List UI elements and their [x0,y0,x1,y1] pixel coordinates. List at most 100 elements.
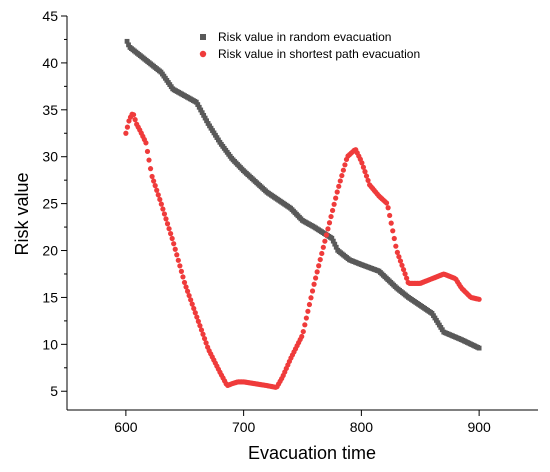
data-point [195,102,201,107]
data-point [387,212,393,219]
data-point [201,335,208,342]
y-tick-label: 25 [42,196,58,212]
data-point [186,292,192,299]
data-point [319,250,325,257]
data-point [146,157,152,163]
data-point [311,281,317,287]
series-random-evacuation [124,38,482,351]
x-tick-label: 700 [232,419,256,435]
data-point [316,263,322,269]
data-point [390,228,396,234]
data-point [180,274,186,280]
data-point [132,117,138,123]
data-point [394,249,400,255]
data-point [328,213,334,220]
legend-marker-shortest [199,50,207,58]
data-point [144,148,151,155]
data-point [333,195,339,201]
data-point [308,295,314,301]
data-point [154,187,160,193]
axes: 600 700 800 900 5 10 15 20 25 30 35 40 45 [42,8,538,435]
y-tick-label: 30 [42,149,58,165]
data-point [124,38,130,44]
data-point [152,183,158,189]
series-shortest-path-evacuation [123,111,482,390]
data-point [203,340,209,346]
data-point [197,323,203,329]
data-point [157,196,163,203]
data-point [188,297,194,303]
data-point [383,200,390,206]
data-point [339,172,345,179]
data-point [320,244,326,250]
x-tick-label: 900 [467,419,491,435]
legend: Risk value in random evacuation Risk val… [199,30,420,61]
data-point [322,238,328,244]
data-point [388,220,394,226]
data-point [151,178,157,184]
data-point [198,327,205,333]
data-point [196,104,202,110]
data-point [300,328,306,335]
data-point [360,164,367,170]
data-point [198,107,204,113]
y-tick-label: 35 [42,102,58,118]
legend-label-random: Risk value in random evacuation [218,30,391,44]
x-tick-label: 800 [350,419,374,435]
x-tick-label: 600 [114,419,138,435]
data-point [333,244,339,250]
data-point [326,220,333,226]
data-point [363,173,370,179]
data-point [334,189,340,195]
data-point [303,315,309,321]
data-point [313,275,319,281]
data-point [195,318,201,324]
data-point [391,235,397,242]
y-tick-label: 40 [42,55,58,71]
data-point [393,243,399,249]
data-point [161,211,168,217]
data-point [476,345,482,351]
data-point [305,308,311,314]
data-point [323,232,330,238]
data-point [396,254,402,260]
data-point [325,226,331,232]
data-point [476,296,482,302]
data-point [183,284,189,290]
data-point [329,235,335,241]
data-point [192,310,198,316]
data-point [340,167,346,173]
data-point [166,226,172,232]
data-point [314,269,320,275]
data-point [402,271,408,277]
data-point [171,241,177,247]
data-point [329,207,336,214]
data-point [309,288,316,294]
data-point [169,235,175,242]
data-point [331,201,337,207]
data-point [302,322,308,328]
data-point [336,183,342,189]
data-point [204,118,210,124]
data-point [172,246,178,252]
data-point [189,301,195,307]
data-point [330,238,336,244]
data-point [399,262,405,268]
data-point [168,231,174,237]
data-point [191,305,197,312]
data-point [202,115,208,121]
data-point [332,241,338,247]
data-point [365,177,371,184]
data-point [400,266,407,273]
data-point [342,162,348,168]
data-point [126,42,131,48]
data-point [362,169,368,175]
data-point [194,314,200,320]
data-point [178,268,185,274]
data-point [306,301,313,308]
y-tick-label: 5 [50,383,58,399]
data-point [199,110,205,116]
y-tick-label: 20 [42,243,58,259]
data-point [184,288,191,294]
